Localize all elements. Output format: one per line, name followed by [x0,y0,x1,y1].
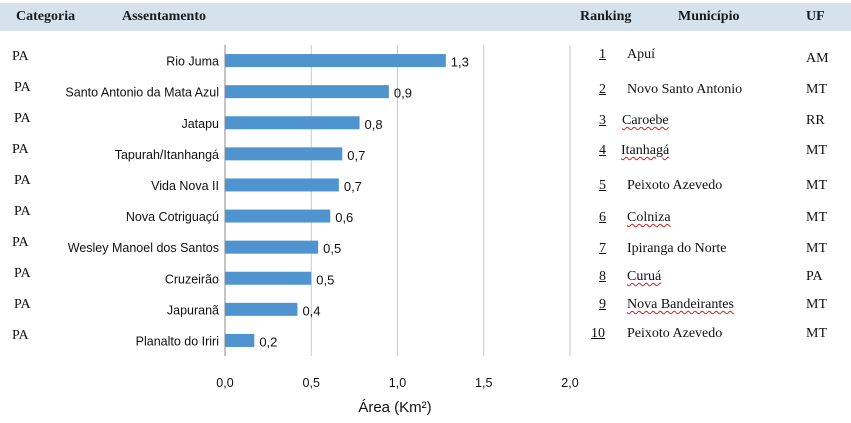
chart-value-label: 0,7 [344,179,362,194]
ranking-number: 10 [591,326,605,341]
categoria-cell: PA [14,172,31,188]
chart-value-label: 0,8 [365,117,383,132]
chart-category-label: Planalto do Iriri [136,334,219,348]
ranking-uf: MT [806,82,827,97]
categoria-cell: PA [12,328,29,344]
ranking-municipio: Colniza [627,210,671,225]
chart-category-label: Wesley Manoel dos Santos [68,241,219,255]
chart-bar [225,302,298,316]
ranking-municipio: Peixoto Azevedo [627,178,723,193]
categoria-cell: PA [12,141,29,157]
chart-bar [225,209,331,223]
chart-category-label: Santo Antonio da Mata Azul [65,86,219,100]
ranking-uf: MT [806,241,827,256]
ranking-municipio: Curuá [627,269,662,284]
header-categoria: Categoria [16,9,76,24]
ranking-municipio: Peixoto Azevedo [627,326,723,341]
chart-x-axis-label: Área (Km²) [358,399,431,416]
ranking-uf: PA [806,269,823,284]
ranking-number: 6 [599,210,606,225]
chart-value-label: 0,5 [316,272,334,287]
ranking-municipio: Ipiranga do Norte [627,241,727,256]
chart-category-label: Tapurah/Itanhangá [115,148,219,162]
ranking-uf: RR [806,113,825,128]
ranking-municipio: Apuí [627,47,655,62]
chart-x-tick-labels: 0,0 0,5 1,0 1,5 2,0 [216,376,578,390]
ranking-uf: MT [806,297,827,312]
chart-x-tick-label: 0,5 [303,376,320,390]
ranking-number: 3 [599,113,606,128]
chart-value-label: 0,5 [323,241,341,256]
chart-x-tick-label: 2,0 [561,376,578,390]
ranking-number: 4 [599,143,606,158]
ranking-number: 1 [599,47,606,62]
chart-category-label: Jatapu [181,117,219,131]
header-assentamento: Assentamento [122,9,206,24]
categoria-cell: PA [12,48,29,64]
ranking-municipio: Caroebe [622,113,669,128]
chart-x-tick-label: 1,0 [389,376,406,390]
categoria-cell: PA [14,204,31,220]
categoria-cell: PA [14,266,31,282]
header-uf: UF [806,9,825,24]
ranking-uf: MT [806,326,827,341]
chart-bar [225,116,360,130]
chart-value-labels: 1,3 0,9 0,8 0,7 0,7 0,6 0,5 0,5 0,4 0,2 [259,55,469,350]
table-header-bar: Categoria Assentamento Ranking Município… [0,3,851,31]
header-ranking: Ranking [580,9,632,24]
chart-category-label: Japuranã [167,303,219,317]
categoria-cell: PA [14,110,31,126]
ranking-municipio: Itanhagá [621,143,670,158]
chart-value-label: 0,4 [302,303,320,318]
chart-x-tick-label: 1,5 [475,376,492,390]
chart-value-label: 0,2 [259,334,277,349]
chart-category-label: Cruzeirão [165,272,219,286]
categoria-cell: PA [12,235,29,251]
chart-bars [225,54,446,347]
ranking-uf: MT [806,178,827,193]
chart-value-label: 0,9 [394,86,412,101]
chart-category-label: Nova Cotriguaçú [126,210,219,224]
chart-bar [225,271,312,285]
chart-category-label: Rio Juma [166,55,219,69]
ranking-uf: MT [806,143,827,158]
chart-category-labels: Rio Juma Santo Antonio da Mata Azul Jatapu… [65,55,219,349]
chart-value-label: 0,7 [347,148,365,163]
categoria-cell: PA [14,79,31,95]
ranking-number: 7 [599,241,606,256]
ranking-uf: MT [806,210,827,225]
chart-bar [225,333,255,347]
ranking-number: 8 [599,269,606,284]
ranking-municipio: Nova Bandeirantes [627,297,734,312]
ranking-uf: AM [806,51,829,66]
chart-bar [225,240,319,254]
ranking-number: 5 [599,178,606,193]
chart-bar [225,85,389,99]
chart-value-label: 1,3 [451,55,469,70]
chart-bar [225,178,339,192]
header-municipio: Município [678,9,740,24]
categoria-cell: PA [14,297,31,313]
ranking-municipio: Novo Santo Antonio [627,82,743,97]
chart-category-label: Vida Nova II [151,179,219,193]
chart-bar [225,54,446,68]
ranking-number: 2 [599,82,606,97]
chart-value-label: 0,6 [335,210,353,225]
chart-bar [225,147,343,161]
ranking-number: 9 [599,297,606,312]
chart-x-tick-label: 0,0 [216,376,233,390]
